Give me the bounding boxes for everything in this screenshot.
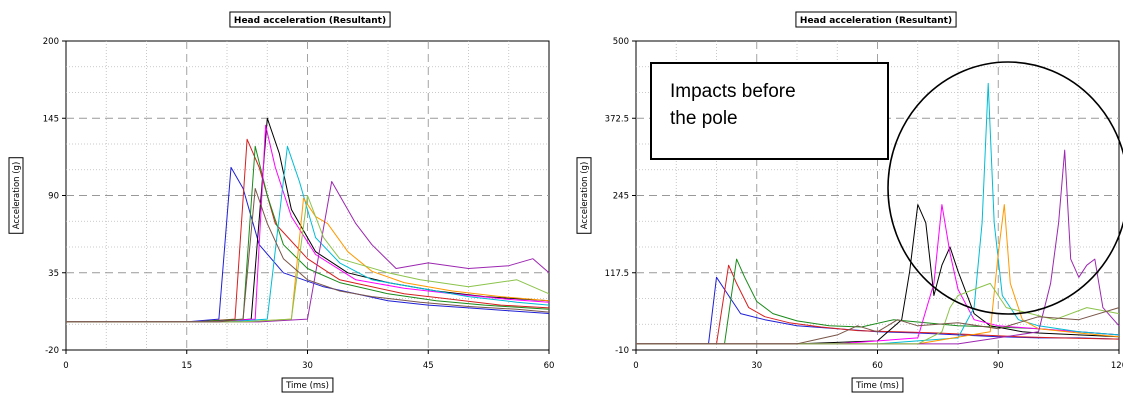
series-line-7 bbox=[636, 204, 1120, 345]
chart-title: Head acceleration (Resultant) bbox=[800, 16, 952, 26]
y-tick-label: -20 bbox=[45, 346, 59, 356]
annotation: Impacts before the pole bbox=[650, 62, 889, 160]
x-axis-label-box bbox=[851, 377, 904, 393]
y-tick-label: 117.5 bbox=[605, 269, 629, 279]
series-line-5 bbox=[66, 124, 550, 323]
x-tick-label: 15 bbox=[181, 361, 192, 371]
y-axis-label-group: Acceleration (g) bbox=[8, 157, 24, 234]
chart-title: Head acceleration (Resultant) bbox=[234, 16, 386, 26]
x-tick-label: 60 bbox=[872, 361, 883, 371]
series-line-8 bbox=[636, 149, 1120, 345]
y-tick-label: 35 bbox=[48, 269, 59, 279]
y-tick-label: 200 bbox=[43, 37, 59, 47]
annotation-text-line-2: the pole bbox=[670, 108, 738, 129]
y-axis-label-box bbox=[576, 157, 592, 234]
x-tick-label: 60 bbox=[544, 361, 555, 371]
x-tick-label: 30 bbox=[302, 361, 313, 371]
series-line-6 bbox=[636, 82, 1120, 345]
annotation-box bbox=[650, 62, 889, 160]
x-tick-label: 0 bbox=[633, 361, 638, 371]
x-tick-label: 45 bbox=[423, 361, 434, 371]
x-tick-label: 30 bbox=[751, 361, 762, 371]
series-line-3 bbox=[636, 258, 1120, 345]
series-line-9 bbox=[66, 195, 550, 323]
chart-1: 0 15 30 45 60 -20 35 90 145 200 Head acceleration … bbox=[8, 11, 555, 393]
x-axis-label: Time (ms) bbox=[285, 381, 329, 391]
y-tick-label: 90 bbox=[48, 192, 59, 202]
series-group bbox=[636, 82, 1120, 345]
chart-title-box bbox=[795, 11, 957, 28]
y-axis-label-group: Acceleration (g) bbox=[576, 157, 592, 234]
annotation-text-line-1: Impacts before bbox=[670, 81, 796, 102]
y-axis-label: Acceleration (g) bbox=[12, 162, 22, 230]
chart-title-box bbox=[229, 11, 391, 28]
x-axis-label-box bbox=[281, 377, 334, 393]
x-axis-label: Time (ms) bbox=[855, 381, 899, 391]
y-axis-label: Acceleration (g) bbox=[580, 162, 590, 230]
series-line-10 bbox=[636, 307, 1120, 345]
series-line-8 bbox=[66, 181, 550, 323]
y-tick-label: 500 bbox=[613, 37, 629, 47]
x-tick-label: 120 bbox=[1111, 361, 1123, 371]
y-tick-label: 372.5 bbox=[605, 114, 629, 124]
y-tick-label: 145 bbox=[43, 114, 59, 124]
series-line-6 bbox=[66, 145, 550, 323]
series-line-4 bbox=[636, 204, 1120, 345]
highlight-circle bbox=[887, 61, 1123, 315]
x-tick-label: 0 bbox=[63, 361, 68, 371]
y-axis-label-box bbox=[8, 157, 24, 234]
series-line-10 bbox=[66, 188, 550, 323]
y-tick-label: 245 bbox=[613, 192, 629, 202]
chart-2: 0 30 60 90 120 -10 117.5 245 372.5 500 Head accele… bbox=[576, 11, 1123, 393]
y-tick-label: -10 bbox=[615, 346, 629, 356]
series-line-9 bbox=[636, 282, 1120, 345]
series-line-1 bbox=[66, 166, 550, 323]
series-group bbox=[66, 117, 550, 323]
series-line-2 bbox=[636, 264, 1120, 345]
x-tick-label: 90 bbox=[993, 361, 1004, 371]
